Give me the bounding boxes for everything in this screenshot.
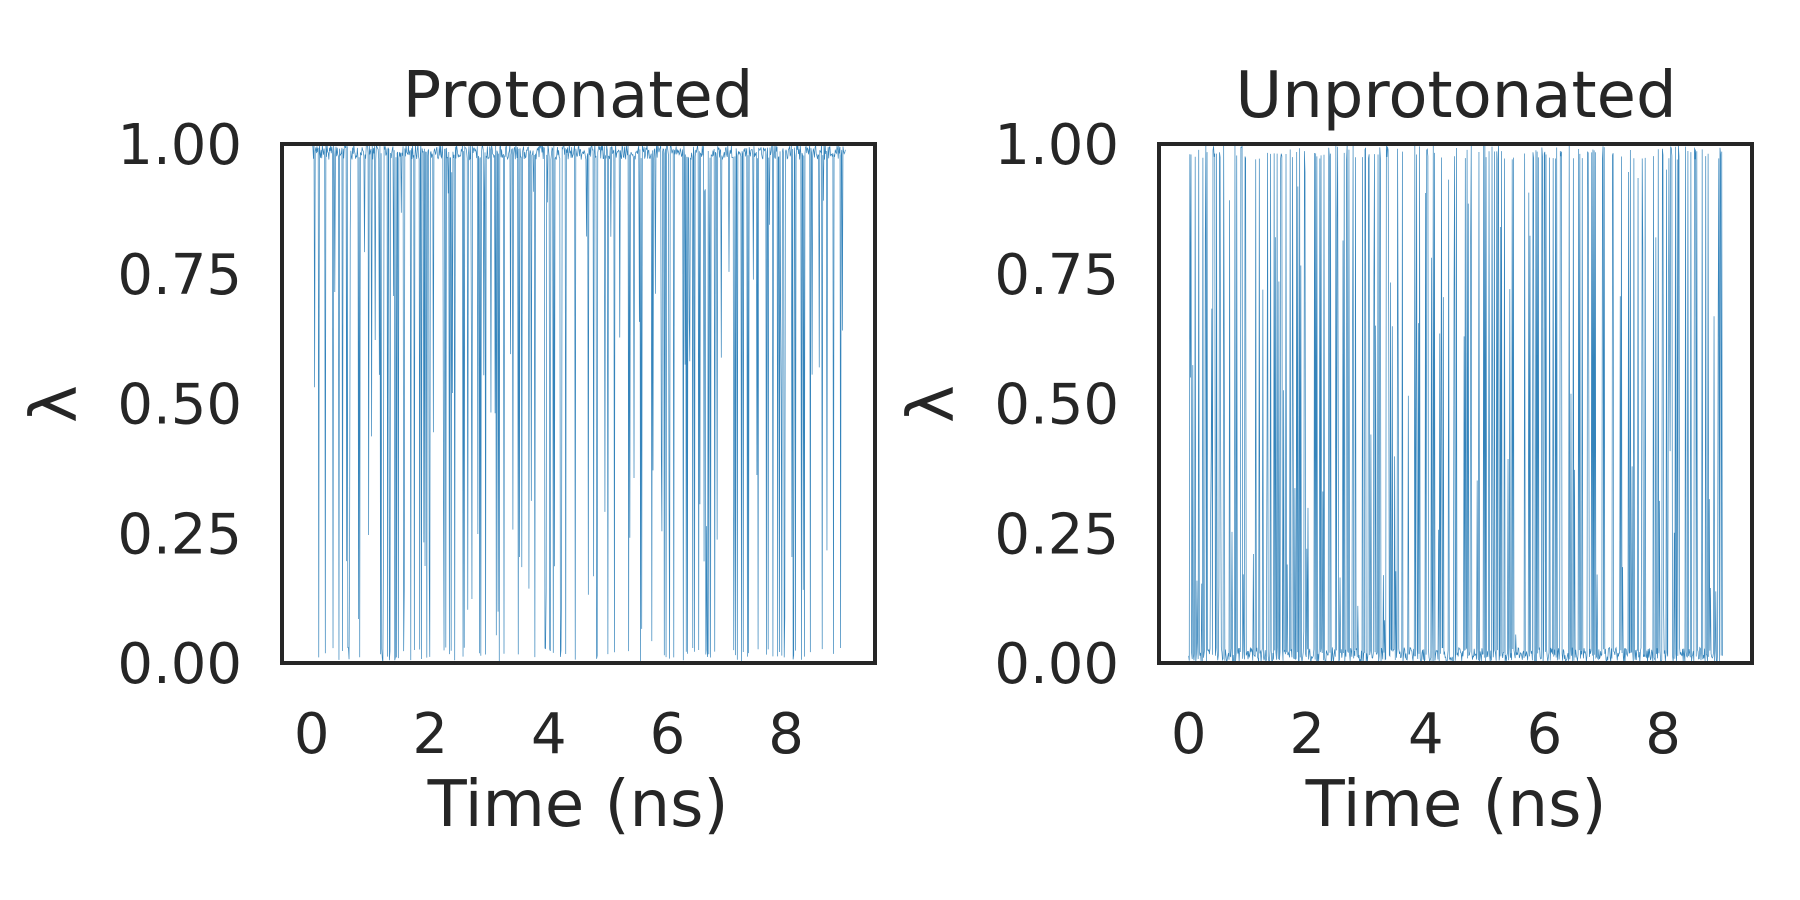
axes-frame [280,142,877,665]
x-axis-label: Time (ns) [427,768,729,842]
x-tick-label: 8 [1645,702,1681,767]
y-tick-label: 0.75 [117,243,242,308]
y-tick-labels: 0.00 0.25 0.50 0.75 1.00 [994,113,1119,697]
trace-layer [1188,144,1723,664]
axes-frame [1157,142,1754,665]
x-tick-label: 6 [1527,702,1563,767]
x-tick-label: 4 [531,702,567,767]
x-tick-label: 6 [650,702,686,767]
y-tick-label: 1.00 [994,113,1119,178]
x-tick-labels: 0 2 4 6 8 [294,702,804,767]
y-tick-label: 0.50 [994,373,1119,438]
x-tick-label: 4 [1408,702,1444,767]
trace-layer [311,142,846,663]
y-tick-label: 0.25 [994,502,1119,567]
x-tick-label: 2 [1289,702,1325,767]
plot-area [1157,142,1754,665]
panel-title: Unprotonated [1235,59,1676,133]
x-tick-label: 0 [294,702,330,767]
y-axis-label: λ [895,385,969,423]
y-tick-label: 0.75 [994,243,1119,308]
y-tick-label: 1.00 [117,113,242,178]
y-tick-label: 0.00 [994,632,1119,697]
plot-area [280,142,877,665]
y-tick-label: 0.50 [117,373,242,438]
y-tick-labels: 0.00 0.25 0.50 0.75 1.00 [117,113,242,697]
series-line [1188,144,1723,664]
x-axis-label: Time (ns) [1305,768,1607,842]
y-tick-label: 0.25 [117,502,242,567]
x-tick-label: 8 [768,702,804,767]
panel-title: Protonated [403,59,754,133]
y-tick-label: 0.00 [117,632,242,697]
panel-protonated: Protonated 0.00 0.25 0.50 0.75 1.00 0 2 4 6 8 Ti… [18,59,877,842]
x-tick-label: 2 [412,702,448,767]
y-axis-label: λ [18,385,92,423]
x-tick-labels: 0 2 4 6 8 [1171,702,1681,767]
series-line [311,142,846,663]
x-tick-label: 0 [1171,702,1207,767]
